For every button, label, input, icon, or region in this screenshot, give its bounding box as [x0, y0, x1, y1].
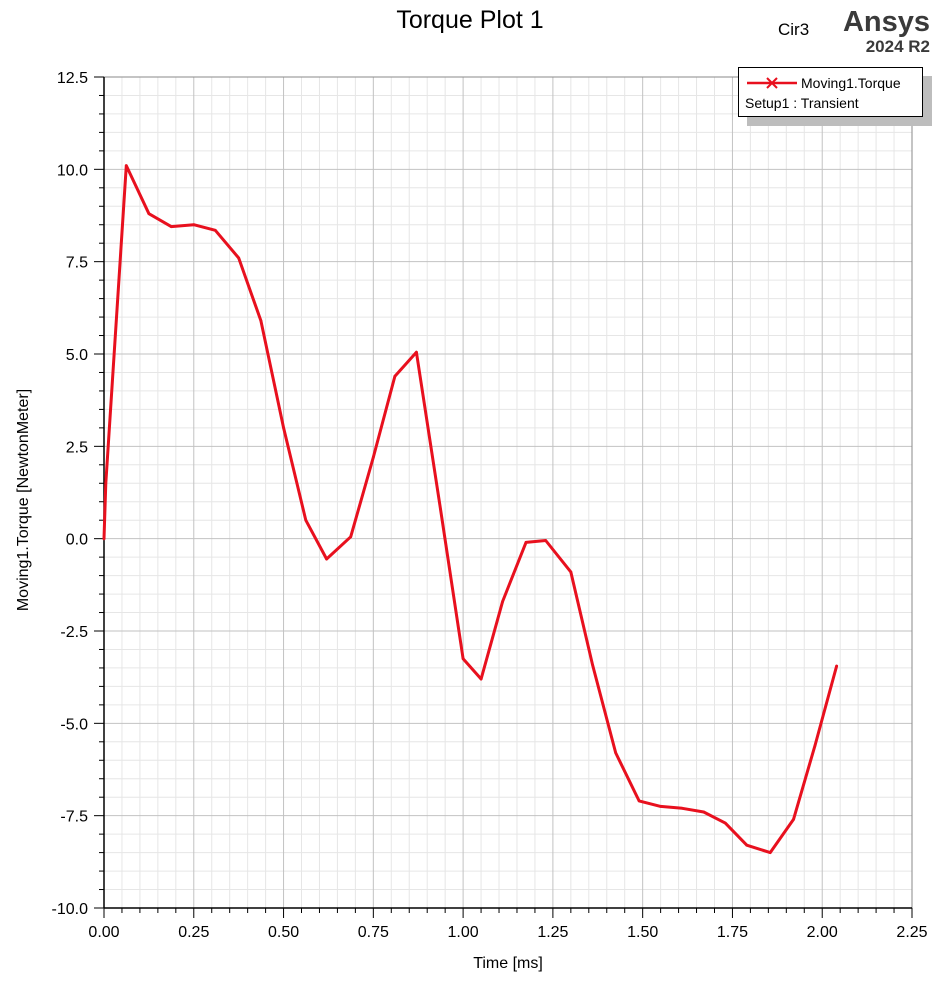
legend-series-name: Moving1.Torque — [801, 75, 901, 91]
data-point — [569, 570, 573, 574]
y-axis-label: Moving1.Torque [NewtonMeter] — [15, 389, 32, 611]
data-point — [147, 212, 151, 215]
y-tick-label: -7.5 — [60, 809, 88, 826]
x-tick-label: 2.00 — [807, 924, 838, 941]
data-point — [680, 806, 684, 810]
data-point — [415, 350, 418, 354]
data-point — [461, 657, 465, 660]
data-point — [813, 744, 817, 747]
data-point — [214, 228, 217, 232]
legend-entry[interactable]: Moving1.Torque — [745, 75, 917, 91]
plot-area-frame — [103, 76, 913, 909]
legend-setup: Setup1 : Transient — [745, 95, 859, 111]
data-point — [192, 223, 196, 227]
design-name: Cir3 — [778, 20, 810, 39]
data-point — [237, 256, 240, 260]
y-tick-label: -5.0 — [60, 716, 88, 733]
data-point — [282, 426, 285, 430]
x-tick-label: 1.75 — [717, 924, 748, 941]
data-point — [372, 456, 375, 459]
data-point — [768, 851, 772, 854]
x-tick-label: 1.00 — [448, 924, 479, 941]
x-tick-label: 0.50 — [268, 924, 299, 941]
legend-swatch-icon — [747, 77, 797, 89]
x-tick-label: 0.00 — [88, 924, 119, 941]
y-tick-label: 0.0 — [66, 532, 88, 549]
y-tick-label: -10.0 — [52, 901, 89, 918]
brand-version: 2024 R2 — [865, 37, 930, 56]
y-tick-label: -2.5 — [60, 624, 88, 641]
data-point — [393, 374, 397, 378]
y-tick-labels: -10.0 -7.5 -5.0 -2.5 0.0 2.5 5.0 7.5 10.0 12.5 — [52, 70, 89, 918]
data-point — [124, 164, 128, 167]
data-point — [104, 481, 108, 485]
data-point — [325, 557, 328, 561]
data-point — [169, 225, 173, 228]
y-tick-label: 10.0 — [57, 162, 88, 179]
series-line-0 — [102, 164, 839, 855]
x-tick-label: 2.25 — [896, 924, 927, 941]
data-point — [614, 751, 618, 755]
data-point — [792, 818, 795, 821]
data-point — [102, 537, 106, 540]
chart-title: Torque Plot 1 — [396, 6, 544, 34]
data-point — [835, 664, 838, 668]
data-point — [702, 810, 706, 814]
y-tick-label: 2.5 — [66, 439, 88, 456]
data-point — [349, 535, 353, 539]
brand-name: Ansys — [842, 6, 930, 38]
legend[interactable]: Moving1.Torque Setup1 : Transient — [738, 67, 923, 117]
data-point — [304, 518, 308, 522]
y-tick-label: 12.5 — [57, 70, 88, 87]
data-point — [591, 662, 594, 666]
axes — [103, 77, 912, 909]
data-point — [259, 319, 263, 323]
data-point — [439, 507, 442, 511]
data-point — [501, 600, 504, 603]
x-tick-labels: 0.00 0.25 0.50 0.75 1.00 1.25 1.50 1.75 2.00 2.25 — [88, 924, 927, 941]
x-tick-label: 0.25 — [178, 924, 209, 941]
data-point — [723, 821, 727, 825]
minor-grid — [104, 77, 912, 908]
axis-ticks — [94, 76, 913, 918]
x-tick-label: 0.75 — [358, 924, 389, 941]
data-point — [479, 677, 483, 681]
x-axis-label: Time [ms] — [473, 955, 543, 972]
major-grid — [103, 76, 913, 909]
ansys-logo: Ansys 2024 R2 — [842, 6, 930, 56]
data-point — [544, 539, 548, 542]
data-point — [637, 799, 641, 803]
series-layer — [102, 164, 839, 855]
x-tick-label: 1.25 — [537, 924, 568, 941]
data-point — [745, 843, 749, 847]
x-tick-label: 1.50 — [627, 924, 658, 941]
y-tick-label: 7.5 — [66, 255, 88, 272]
data-point — [524, 541, 528, 544]
y-tick-label: 5.0 — [66, 347, 88, 364]
data-point — [659, 805, 662, 808]
